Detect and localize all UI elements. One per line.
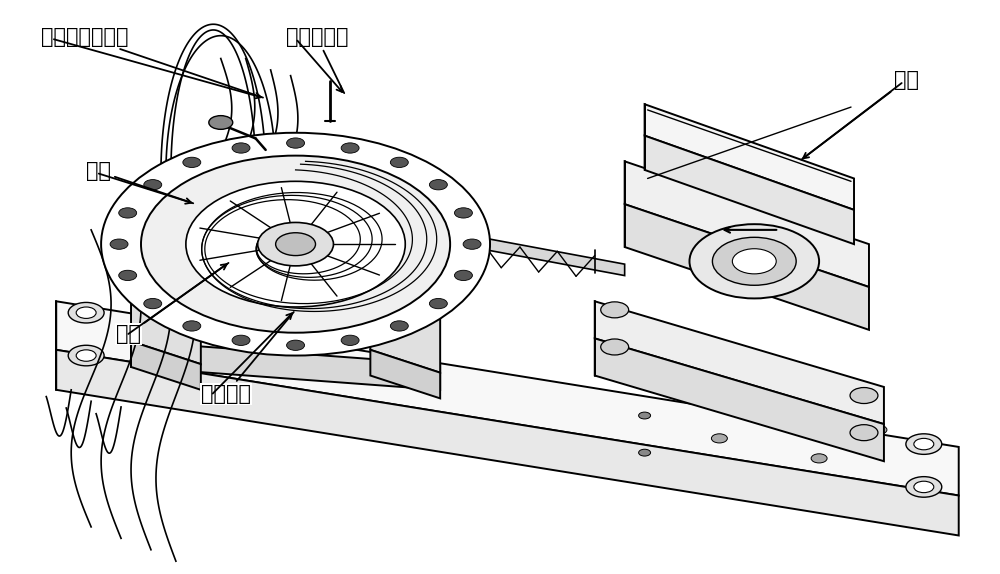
Circle shape	[712, 237, 796, 285]
Circle shape	[258, 223, 333, 266]
Circle shape	[601, 302, 629, 318]
Circle shape	[209, 115, 233, 129]
Circle shape	[76, 350, 96, 361]
Circle shape	[390, 321, 408, 331]
Polygon shape	[645, 135, 854, 244]
Circle shape	[287, 340, 305, 350]
Text: 机匣: 机匣	[116, 263, 228, 344]
Polygon shape	[56, 350, 959, 536]
Circle shape	[390, 157, 408, 168]
Polygon shape	[595, 301, 884, 424]
Polygon shape	[625, 204, 869, 330]
Circle shape	[232, 335, 250, 346]
Circle shape	[454, 208, 472, 218]
Circle shape	[906, 434, 942, 455]
Circle shape	[341, 335, 359, 346]
Circle shape	[711, 434, 727, 443]
Circle shape	[711, 397, 727, 406]
Circle shape	[463, 239, 481, 249]
Polygon shape	[440, 230, 625, 276]
Circle shape	[119, 208, 137, 218]
Circle shape	[68, 302, 104, 323]
Text: 转速传感器: 转速传感器	[286, 27, 348, 93]
Polygon shape	[370, 350, 440, 398]
Circle shape	[144, 298, 162, 309]
Circle shape	[906, 476, 942, 497]
Circle shape	[141, 156, 450, 333]
Circle shape	[186, 181, 405, 307]
Polygon shape	[595, 339, 884, 461]
Circle shape	[811, 454, 827, 463]
Circle shape	[639, 449, 651, 456]
Circle shape	[76, 307, 96, 319]
Circle shape	[914, 481, 934, 492]
Circle shape	[454, 270, 472, 281]
Circle shape	[732, 249, 776, 274]
Circle shape	[429, 180, 447, 190]
Circle shape	[689, 224, 819, 298]
Circle shape	[871, 425, 887, 435]
Circle shape	[639, 412, 651, 419]
Circle shape	[183, 157, 201, 168]
Polygon shape	[131, 342, 201, 390]
Circle shape	[914, 439, 934, 450]
Circle shape	[183, 321, 201, 331]
Text: 喷嘴: 喷嘴	[86, 161, 193, 203]
Circle shape	[429, 298, 447, 309]
Circle shape	[232, 143, 250, 153]
Polygon shape	[625, 161, 869, 287]
Polygon shape	[131, 267, 201, 364]
Circle shape	[110, 239, 128, 249]
Polygon shape	[131, 342, 440, 390]
Polygon shape	[56, 301, 959, 495]
Polygon shape	[645, 104, 854, 210]
Circle shape	[601, 339, 629, 355]
Circle shape	[101, 133, 490, 355]
Text: 电机: 电机	[801, 70, 919, 160]
Circle shape	[850, 425, 878, 441]
Circle shape	[850, 387, 878, 404]
Text: 叶端定时传感器: 叶端定时传感器	[41, 27, 263, 98]
Text: 整体叶盘: 整体叶盘	[201, 312, 294, 404]
Circle shape	[287, 138, 305, 148]
Circle shape	[276, 232, 316, 255]
Circle shape	[68, 346, 104, 366]
Circle shape	[341, 143, 359, 153]
Circle shape	[144, 180, 162, 190]
Polygon shape	[370, 276, 440, 373]
Circle shape	[811, 417, 827, 426]
Circle shape	[119, 270, 137, 281]
